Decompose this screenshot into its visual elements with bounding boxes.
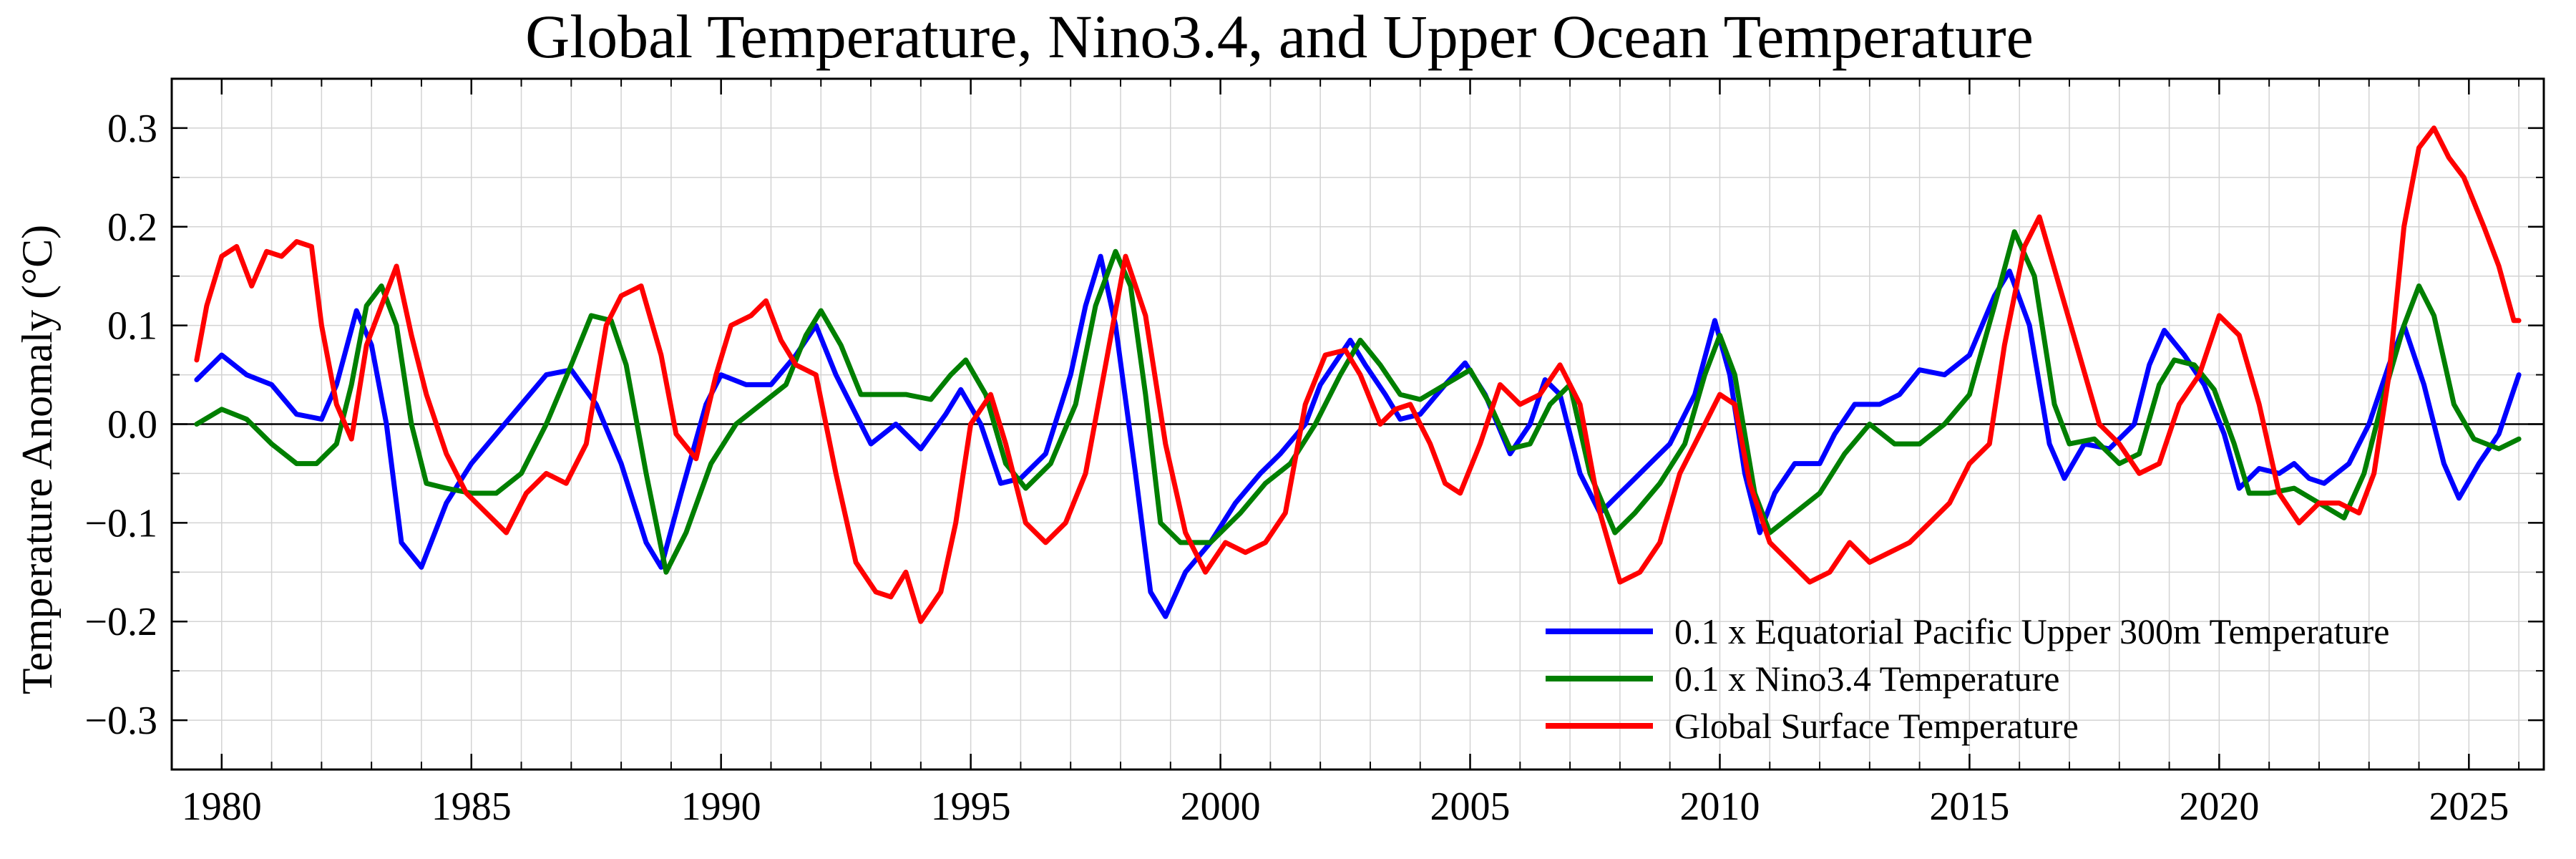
series-line-2 — [194, 125, 2522, 624]
x-tick-label: 2025 — [2429, 785, 2509, 829]
x-tick-label: 1980 — [182, 785, 262, 829]
x-tick-label: 2020 — [2179, 785, 2259, 829]
legend-label-2: Global Surface Temperature — [1674, 706, 2079, 746]
y-tick-label: 0.1 — [107, 304, 157, 349]
x-tick-label: 2015 — [1929, 785, 2009, 829]
x-tick-label: 1995 — [931, 785, 1011, 829]
axis-ticks — [172, 79, 2544, 770]
series-line-1 — [194, 229, 2522, 575]
x-tick-label: 1990 — [681, 785, 761, 829]
x-tick-label: 2005 — [1430, 785, 1511, 829]
y-tick-label: 0.0 — [107, 403, 157, 447]
y-tick-label: 0.3 — [107, 107, 157, 151]
series-line-0 — [194, 253, 2522, 619]
chart-title: Global Temperature, Nino3.4, and Upper O… — [525, 2, 2034, 71]
y-tick-label: −0.2 — [84, 600, 157, 644]
y-tick-label: −0.3 — [84, 699, 157, 743]
y-tick-labels: −0.3 −0.2 −0.1 0.0 0.1 0.2 0.3 — [84, 107, 157, 743]
x-tick-label: 1985 — [431, 785, 512, 829]
legend-label-0: 0.1 x Equatorial Pacific Upper 300m Temp… — [1674, 611, 2389, 651]
x-tick-labels: 1980 1985 1990 1995 2000 2005 2010 2015 2020 2025 — [182, 785, 2509, 829]
legend: 0.1 x Equatorial Pacific Upper 300m Temp… — [1546, 611, 2389, 746]
y-axis-label: Temperature Anomaly (°C) — [14, 225, 61, 694]
y-tick-label: 0.2 — [107, 205, 157, 250]
legend-label-1: 0.1 x Nino3.4 Temperature — [1674, 659, 2060, 699]
x-tick-label: 2010 — [1679, 785, 1760, 829]
y-tick-label: −0.1 — [84, 501, 157, 545]
x-tick-label: 2000 — [1181, 785, 1261, 829]
series-layer — [194, 125, 2522, 624]
